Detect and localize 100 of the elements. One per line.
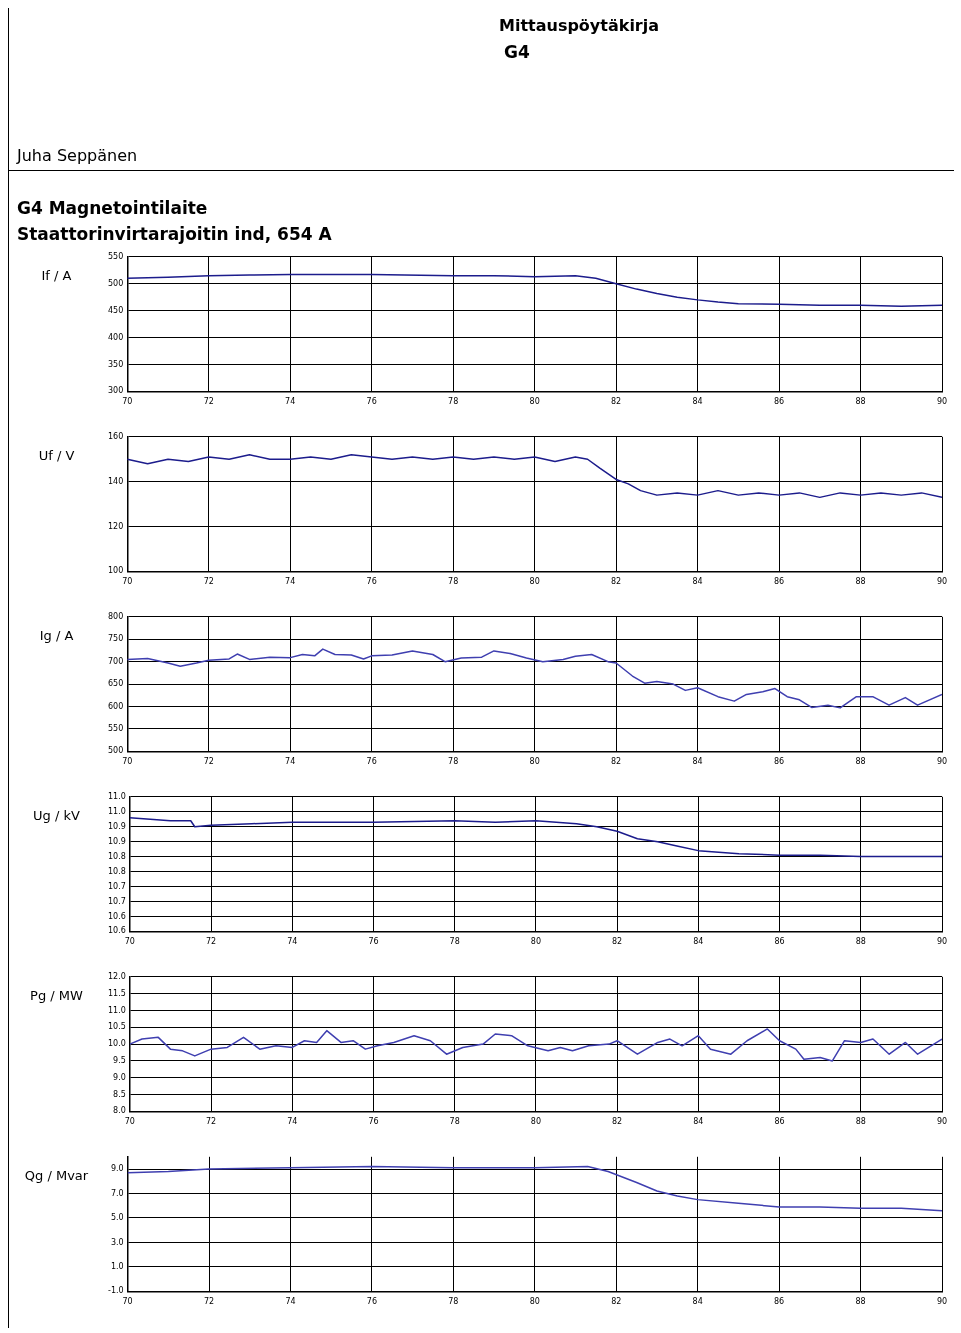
x-tick-label: 86 [773,757,785,767]
y-tick-label: 1.0 [110,1262,124,1272]
x-tick-label: 78 [448,397,459,407]
y-tick-label: 12.0 [108,971,126,981]
x-tick-label: 72 [203,397,214,407]
x-tick-label: 76 [366,397,377,407]
chart-subtitle: Staattorinvirtarajoitin ind, 654 A [17,224,332,244]
x-tick-label: 70 [122,1297,133,1307]
x-tick-label: 88 [855,577,866,587]
x-tick-label: 80 [529,757,540,767]
y-tick-label: 160 [107,431,124,441]
x-tick-label: 82 [611,1297,622,1307]
x-tick-label: 70 [124,1117,135,1127]
y-tick-label: 8.0 [113,1106,126,1116]
text: G4 [504,42,530,62]
y-tick-label: 450 [107,305,124,315]
y-axis-title: Pg / MW [29,987,84,1003]
y-tick-label: -1.0 [108,1286,124,1296]
y-axis-title: Qg / Mvar [23,1167,90,1183]
y-tick-label: 800 [107,611,124,621]
y-tick-label: 700 [107,656,124,666]
x-tick-label: 84 [692,577,703,587]
x-tick-label: 88 [855,937,866,947]
y-tick-label: 7.0 [110,1188,124,1198]
y-tick-label: 10.8 [108,866,126,876]
y-tick-label: 600 [107,701,124,711]
x-tick-label: 88 [855,1117,866,1127]
x-tick-label: 74 [287,937,298,947]
x-tick-label: 78 [448,577,459,587]
x-tick-label: 74 [287,1117,298,1127]
x-tick-label: 84 [692,397,703,407]
x-tick-label: 84 [692,1297,703,1307]
y-tick-label: 750 [107,634,124,644]
x-tick-label: 70 [122,397,133,407]
y-tick-label: 650 [107,679,124,689]
y-axis-title: If / A [40,267,73,283]
x-tick-label: 82 [612,1117,623,1127]
x-tick-label: 74 [285,397,296,407]
x-tick-label: 82 [611,757,622,767]
y-tick-label: 350 [107,359,124,369]
y-tick-label: 9.5 [113,1056,126,1065]
x-tick-label: 86 [774,937,785,947]
y-tick-label: 3.0 [110,1237,124,1247]
x-tick-label: 90 [936,1117,948,1127]
y-tick-label: 550 [107,251,124,261]
y-tick-label: 10.9 [108,836,126,846]
y-tick-label: 400 [107,332,124,342]
x-tick-label: 84 [693,937,704,947]
x-tick-label: 78 [449,937,460,947]
x-tick-label: 70 [122,577,133,587]
x-tick-label: 80 [529,397,540,407]
x-tick-label: 88 [855,397,866,407]
x-tick-label: 86 [774,1297,785,1307]
x-tick-label: 84 [692,757,703,767]
x-tick-label: 70 [124,937,135,947]
x-tick-label: 78 [448,1297,459,1307]
x-tick-label: 80 [530,1117,541,1127]
x-tick-label: 90 [936,397,948,407]
y-tick-label: 500 [107,278,124,288]
x-tick-label: 74 [285,577,296,587]
y-tick-label: 10.0 [108,1039,126,1049]
y-tick-label: 10.7 [108,881,126,891]
y-axis-title: Ig / A [38,627,75,643]
text: Mittauspöytäkirja [499,16,660,35]
x-tick-label: 80 [529,577,540,587]
y-tick-label: 500 [107,746,124,756]
y-tick-label: 100 [107,566,124,576]
x-tick-label: 70 [122,757,133,767]
y-tick-label: 10.7 [108,896,126,906]
x-tick-label: 80 [530,937,541,947]
x-tick-label: 90 [936,577,948,587]
y-tick-label: 140 [107,476,124,486]
x-tick-label: 84 [693,1117,704,1127]
x-tick-label: 82 [611,577,622,587]
y-tick-label: 11.0 [108,791,126,801]
x-tick-label: 82 [611,397,622,407]
x-tick-label: 82 [612,937,623,947]
chart-title: G4 Magnetointilaite [17,198,208,218]
x-tick-label: 72 [203,757,214,767]
x-tick-label: 88 [855,1297,866,1307]
y-tick-label: 11.0 [108,806,126,816]
x-tick-label: 76 [366,577,377,587]
y-tick-label: 10.8 [108,851,126,861]
x-tick-label: 86 [773,397,785,407]
y-tick-label: 10.9 [108,821,126,831]
x-tick-label: 86 [774,1117,785,1127]
x-tick-label: 90 [936,1297,948,1307]
y-axis-title: Ug / kV [32,807,81,823]
x-tick-label: 76 [366,757,377,767]
x-tick-label: 72 [205,1117,217,1127]
x-tick-label: 72 [203,577,214,587]
x-tick-label: 76 [368,1117,379,1127]
x-tick-label: 72 [205,937,217,947]
x-tick-label: 76 [368,937,379,947]
y-axis-title: Uf / V [37,447,76,463]
text: Juha Seppänen [17,146,138,165]
y-tick-label: 120 [107,521,124,531]
x-tick-label: 90 [936,937,948,947]
y-tick-label: 10.6 [108,911,126,921]
x-tick-label: 78 [448,757,459,767]
